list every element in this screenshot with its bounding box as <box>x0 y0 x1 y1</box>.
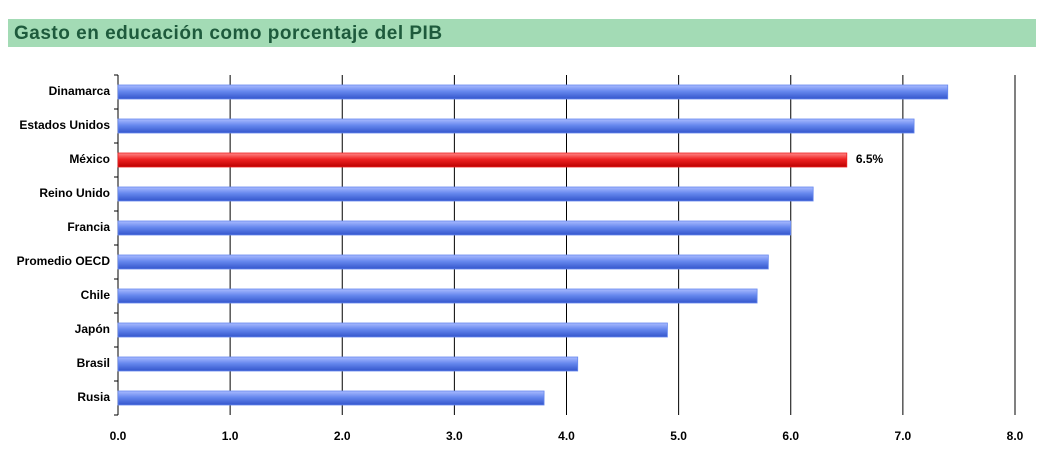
bar <box>117 356 579 372</box>
y-tick-label: México <box>69 152 110 166</box>
bar <box>117 186 814 202</box>
bar <box>117 118 915 134</box>
x-tick-label: 3.0 <box>446 429 463 443</box>
x-tick-label: 0.0 <box>110 429 127 443</box>
x-tick-label: 2.0 <box>334 429 351 443</box>
bar <box>117 254 769 270</box>
x-tick-label: 5.0 <box>670 429 687 443</box>
bar <box>117 288 758 304</box>
chart-title: Gasto en educación como porcentaje del P… <box>14 23 443 44</box>
y-tick-label: Estados Unidos <box>19 118 110 132</box>
x-tick-label: 4.0 <box>558 429 575 443</box>
y-tick-label: Japón <box>75 322 110 336</box>
x-tick-label: 8.0 <box>1007 429 1024 443</box>
bar <box>117 84 949 100</box>
title-bar <box>8 19 1036 47</box>
x-tick-label: 6.0 <box>782 429 799 443</box>
bar <box>117 220 792 236</box>
data-label: 6.5% <box>856 152 884 166</box>
x-tick-label: 1.0 <box>222 429 239 443</box>
bar <box>117 390 545 406</box>
y-tick-label: Dinamarca <box>49 84 111 98</box>
y-tick-label: Rusia <box>77 390 110 404</box>
y-tick-label: Chile <box>81 288 111 302</box>
y-tick-label: Brasil <box>77 356 110 370</box>
y-tick-label: Promedio OECD <box>17 254 111 268</box>
x-tick-label: 7.0 <box>895 429 912 443</box>
y-tick-label: Francia <box>67 220 110 234</box>
y-tick-label: Reino Unido <box>39 186 110 200</box>
bar <box>117 152 848 168</box>
bar <box>117 322 668 338</box>
